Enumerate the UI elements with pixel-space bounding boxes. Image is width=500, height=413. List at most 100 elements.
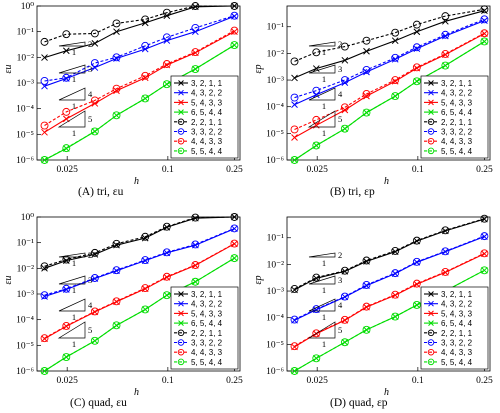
- data-point-circle: [340, 76, 349, 84]
- data-point-circle: [62, 353, 71, 361]
- data-point-circle: [290, 93, 299, 102]
- slope-order-label: 4: [338, 300, 343, 310]
- legend-entry-label: 2, 2, 1, 1: [441, 118, 473, 127]
- panel-1: 0.025 0.1 0.25 10⁻⁶ 10⁻⁵ 10⁻⁴ 10⁻³ 10⁻² 10⁻¹ h εp 2…: [253, 5, 493, 187]
- x-tick-label: 0.025: [56, 165, 78, 175]
- y-axis-label: εp: [253, 276, 264, 285]
- data-point-circle: [112, 321, 121, 330]
- legend-marker-circle: [427, 137, 435, 145]
- data-point-circle: [362, 325, 371, 334]
- data-point-circle: [340, 338, 349, 347]
- legend-marker-x: [178, 320, 184, 326]
- series-line: [44, 243, 235, 339]
- data-point-circle: [312, 48, 321, 57]
- data-point-circle: [312, 115, 321, 124]
- series-line: [294, 32, 485, 131]
- legend-entry-label: 3, 3, 2, 2: [441, 339, 473, 348]
- series-line: [44, 216, 235, 269]
- legend-entry-label: 4, 4, 3, 3: [191, 348, 223, 357]
- data-point-x: [413, 301, 421, 309]
- legend-marker-circle: [177, 348, 185, 356]
- slope-triangle: [308, 64, 336, 74]
- caption-d: (D) quad, εp: [330, 397, 388, 409]
- data-point-x: [291, 74, 298, 82]
- data-point-circle: [162, 291, 171, 300]
- y-tick-label: 10⁻⁴: [266, 314, 285, 324]
- data-point-circle: [412, 279, 421, 288]
- slope-triangle: [308, 298, 336, 312]
- data-point-circle: [90, 248, 99, 257]
- x-tick-label: 0.25: [226, 376, 243, 386]
- caption-c: (C) quad, εu: [70, 397, 127, 409]
- data-point-circle: [412, 301, 421, 309]
- data-point-circle: [62, 107, 71, 116]
- data-point-circle: [40, 334, 49, 343]
- legend-marker-x: [178, 80, 184, 86]
- data-point-circle: [230, 254, 239, 263]
- data-point-circle: [412, 236, 421, 245]
- data-point-x: [481, 38, 488, 45]
- data-point-circle: [112, 111, 121, 120]
- data-point-circle: [441, 61, 450, 70]
- y-tick-label: 10⁻¹: [17, 28, 35, 38]
- data-point-circle: [412, 77, 421, 86]
- data-point-x: [41, 128, 48, 136]
- data-point-x: [41, 264, 48, 272]
- y-tick-label: 10⁻²: [267, 49, 285, 59]
- slope-order-label: 4: [88, 300, 93, 310]
- legend-entry-label: 4, 4, 3, 3: [191, 137, 223, 146]
- legend-box: [420, 75, 489, 159]
- data-point-x: [163, 291, 171, 299]
- data-point-circle: [362, 256, 371, 265]
- legend-marker-circle: [427, 147, 435, 155]
- y-tick-label: 10⁻⁵: [266, 340, 284, 350]
- legend-marker-circle: [177, 358, 185, 366]
- slope-base-label: 1: [72, 47, 76, 57]
- slope-base-label: 1: [72, 101, 76, 111]
- y-tick-label: 10⁻²: [267, 260, 285, 270]
- legend-box: [170, 286, 239, 370]
- panel-0: 0.025 0.1 0.25 10⁻⁶ 10⁻⁵ 10⁻⁴ 10⁻³ 10⁻² 10⁻¹ 10⁰ h…: [3, 2, 243, 187]
- data-point-x: [363, 92, 370, 100]
- data-point-circle: [480, 37, 489, 46]
- data-point-circle: [391, 28, 400, 37]
- data-point-x: [312, 65, 320, 72]
- y-tick-label: 10⁻⁶: [266, 156, 284, 166]
- legend-entry-label: 5, 4, 3, 3: [191, 98, 223, 107]
- data-point-circle: [90, 127, 99, 136]
- series-line: [44, 44, 235, 161]
- data-point-circle: [162, 60, 171, 68]
- data-point-circle: [141, 41, 150, 50]
- series-line: [44, 216, 235, 267]
- data-point-circle: [340, 266, 349, 275]
- legend-marker-circle: [427, 348, 435, 356]
- data-point-circle: [141, 284, 150, 293]
- data-point-x: [413, 28, 421, 36]
- data-point-x: [481, 266, 488, 274]
- data-point-x: [91, 40, 99, 47]
- data-point-circle: [162, 8, 171, 17]
- y-tick-label: 10⁰: [21, 2, 35, 12]
- x-tick-label: 0.1: [162, 376, 174, 386]
- legend-entry-label: 4, 3, 2, 2: [191, 89, 223, 98]
- x-axis-label: h: [134, 387, 139, 398]
- data-point-circle: [62, 144, 71, 153]
- data-point-x: [41, 54, 48, 61]
- data-point-circle: [191, 277, 200, 286]
- legend-marker-circle: [177, 147, 185, 155]
- data-point-x: [141, 95, 149, 102]
- data-point-circle: [441, 12, 450, 21]
- legend-entry-label: 2, 2, 1, 1: [441, 329, 473, 338]
- data-point-circle: [290, 367, 299, 375]
- slope-triangle: [58, 64, 86, 74]
- data-point-circle: [391, 290, 400, 299]
- y-axis-label: εu: [3, 276, 14, 285]
- series-line: [44, 227, 235, 296]
- slope-base-label: 1: [322, 101, 326, 111]
- data-point-circle: [441, 268, 450, 276]
- data-point-circle: [391, 312, 400, 321]
- slope-triangle: [58, 41, 86, 47]
- data-point-circle: [112, 53, 121, 62]
- series-line: [44, 228, 235, 298]
